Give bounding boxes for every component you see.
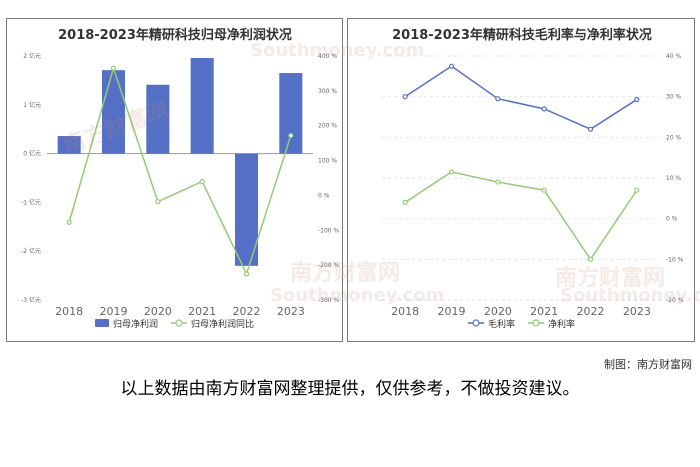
margin-chart: 2018-2023年精研科技毛利率与净利率状况 -20 % -10 % 0 % 10 … (382, 27, 684, 330)
point-gross-margin (634, 96, 640, 103)
point-net-margin (448, 169, 455, 175)
margin-chart-title: 2018-2023年精研科技毛利率与净利率状况 (392, 27, 652, 43)
margin-chart-panel: 2018-2023年精研科技毛利率与净利率状况 -20 % -10 % 0 % 10 … (347, 18, 695, 342)
point-gross-margin (587, 126, 594, 132)
point-net-margin (634, 187, 640, 193)
profit-chart-panel: 2018-2023年精研科技归母净利润状况 -3 亿元 -2 亿元 -1 亿元 0 亿… (6, 18, 343, 342)
point-net-profit-yoy (66, 219, 72, 225)
y-right-tick-label: 400 % (318, 53, 337, 60)
y-left-tick-label: -1 亿元 (21, 198, 41, 206)
x-tick-label: 2021 (530, 305, 558, 318)
point-gross-margin (402, 94, 408, 100)
y-right-tick-label: -300 % (318, 297, 340, 304)
y-left-tick-label: 0 亿元 (23, 150, 41, 158)
bar-net-profit (190, 57, 214, 154)
bar-net-profit (279, 73, 303, 154)
y-right-tick-label: 200 % (318, 123, 337, 130)
y-right-tick-label: 100 % (318, 158, 337, 165)
x-tick-label: 2019 (438, 305, 466, 318)
bar-net-profit (57, 136, 81, 154)
point-net-profit-yoy (155, 199, 161, 205)
profit-chart: 2018-2023年精研科技归母净利润状况 -3 亿元 -2 亿元 -1 亿元 0 亿… (21, 27, 340, 330)
x-tick-label: 2018 (55, 305, 83, 318)
y-right-tick-label: -200 % (318, 262, 340, 269)
legend-swatch-bar (95, 319, 109, 327)
line-net-margin (404, 171, 638, 261)
point-net-margin (541, 187, 547, 193)
legend-label: 归母净利润 (113, 318, 158, 330)
bar-net-profit (101, 70, 126, 154)
x-tick-label: 2018 (391, 305, 419, 318)
bar-net-profit (234, 153, 259, 266)
x-tick-label: 2023 (623, 305, 651, 318)
point-net-margin (495, 179, 501, 185)
profit-chart-title: 2018-2023年精研科技归母净利润状况 (58, 27, 292, 43)
y-right-tick-label: 0 % (318, 192, 330, 199)
y-tick-label: 30 % (666, 94, 682, 101)
line-net-profit-yoy (68, 65, 292, 276)
point-gross-margin (448, 63, 455, 69)
legend-swatch-marker (472, 319, 480, 327)
legend-swatch-marker (532, 319, 540, 327)
point-net-margin (587, 256, 594, 262)
y-tick-label: 0 % (666, 216, 678, 223)
point-net-profit-yoy (288, 132, 294, 139)
legend-swatch-marker (175, 319, 183, 327)
bar-net-profit (146, 84, 170, 154)
disclaimer: 以上数据由南方财富网整理提供，仅供参考，不做投资建议。 (120, 379, 580, 399)
point-gross-margin (495, 96, 501, 102)
y-right-tick-label: -100 % (318, 227, 340, 234)
source-credit: 制图：南方财富网 (604, 358, 692, 371)
x-tick-label: 2022 (233, 305, 261, 318)
y-tick-label: 40 % (666, 53, 682, 60)
y-left-tick-label: 2 亿元 (23, 52, 41, 60)
x-tick-label: 2020 (144, 305, 172, 318)
point-net-margin (402, 199, 408, 205)
legend-label: 毛利率 (488, 318, 515, 330)
y-tick-label: -10 % (666, 256, 684, 263)
y-right-tick-label: 300 % (318, 88, 337, 95)
y-tick-label: 10 % (666, 175, 682, 182)
point-net-profit-yoy (110, 65, 117, 71)
x-tick-label: 2022 (577, 305, 605, 318)
point-net-profit-yoy (199, 178, 205, 185)
y-tick-label: -20 % (666, 297, 684, 304)
y-tick-label: 20 % (666, 134, 682, 141)
legend-label: 净利率 (548, 318, 575, 330)
y-left-tick-label: -2 亿元 (21, 247, 41, 255)
point-net-profit-yoy (243, 271, 250, 277)
y-left-tick-label: 1 亿元 (23, 101, 41, 109)
point-gross-margin (541, 106, 547, 112)
y-left-tick-label: -3 亿元 (21, 296, 41, 304)
line-gross-margin (404, 65, 638, 131)
x-tick-label: 2021 (188, 305, 216, 318)
x-tick-label: 2020 (484, 305, 512, 318)
x-tick-label: 2019 (100, 305, 128, 318)
x-tick-label: 2023 (277, 305, 305, 318)
legend-label: 归母净利润同比 (191, 318, 254, 330)
